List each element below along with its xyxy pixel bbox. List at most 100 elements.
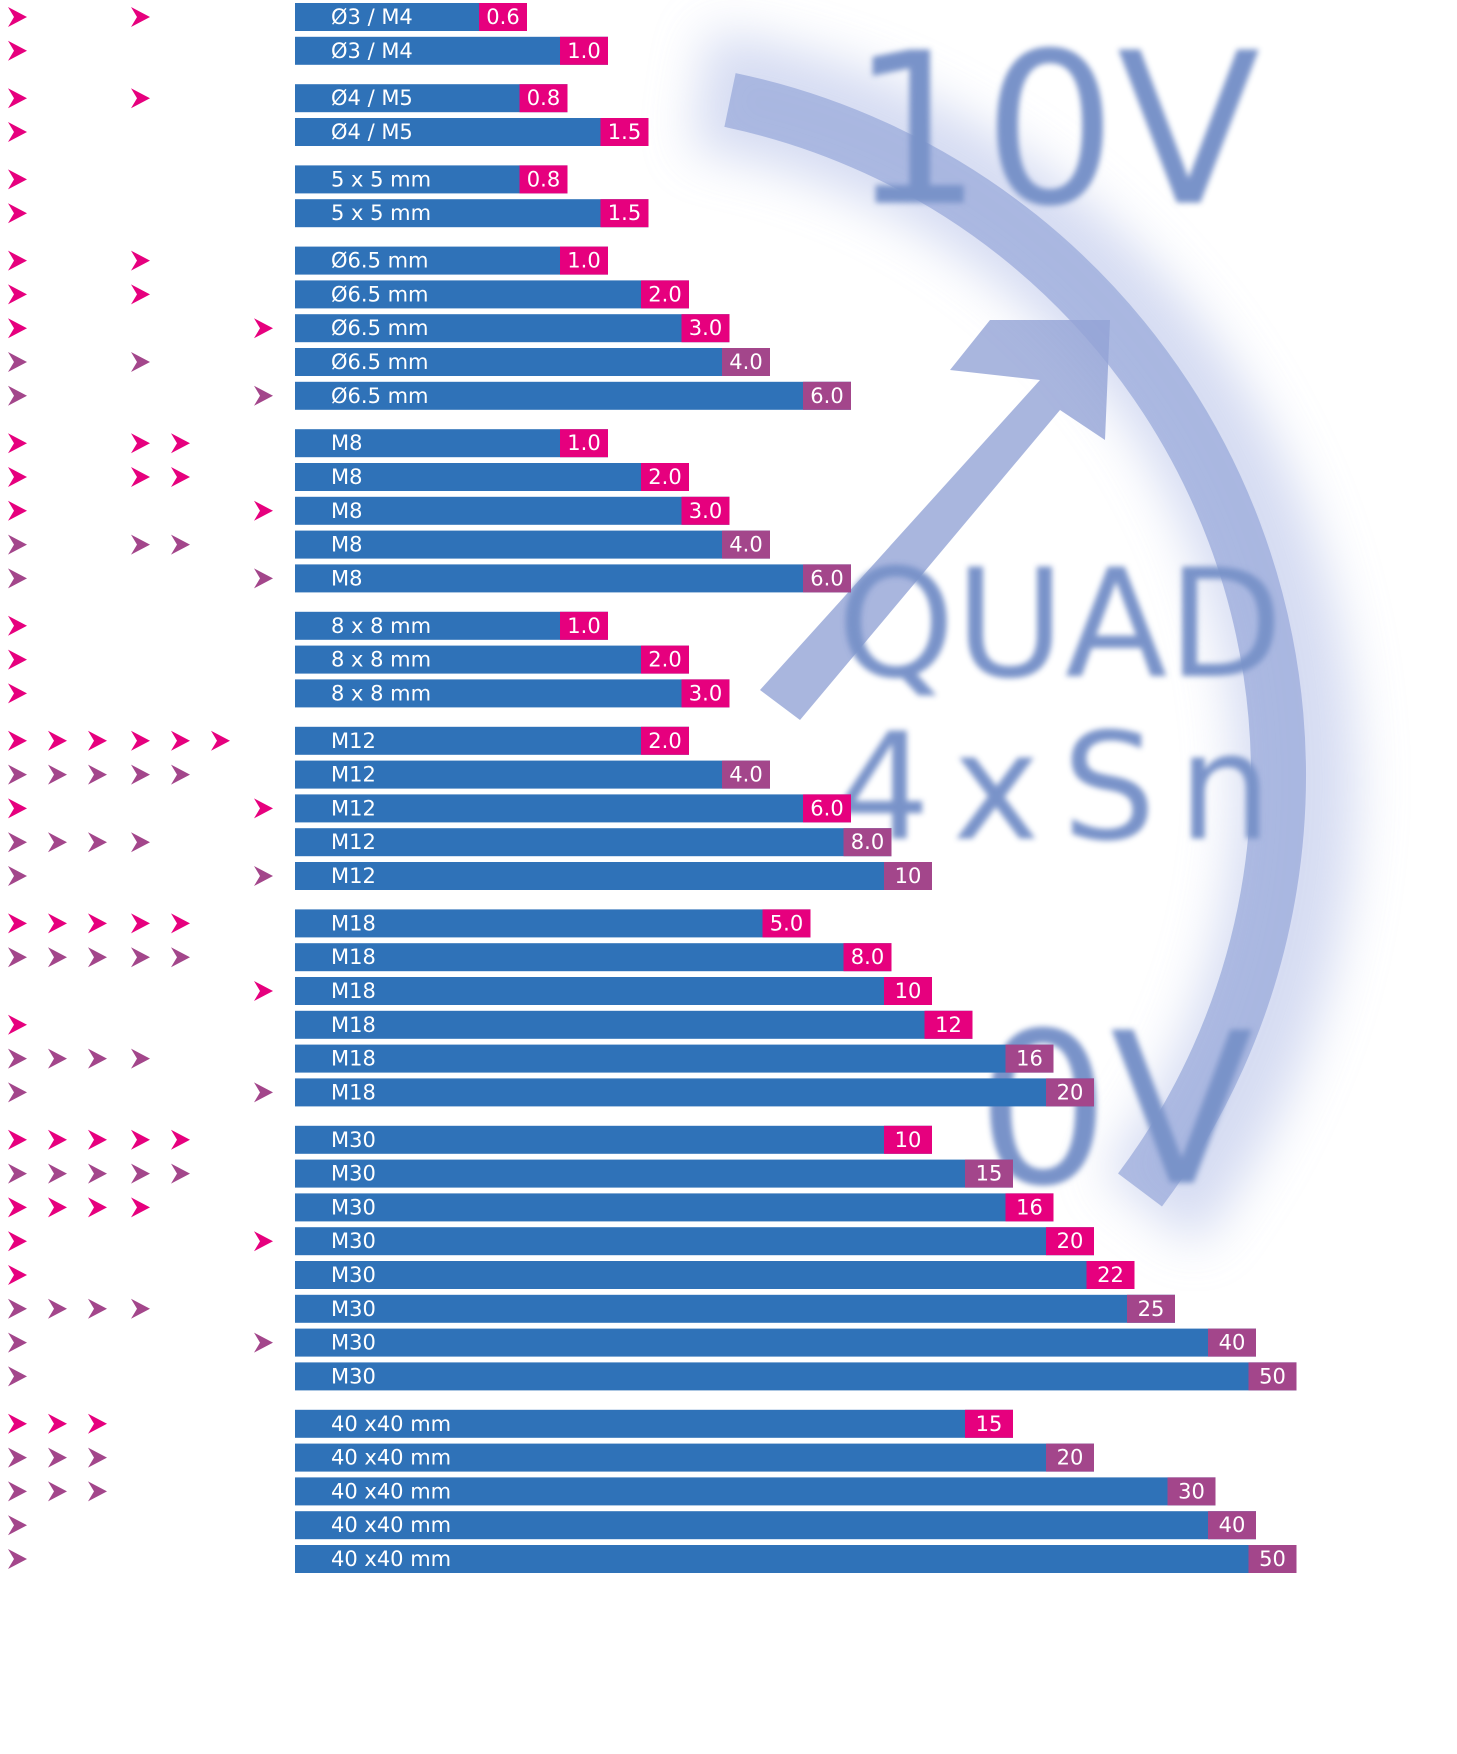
value-label: 0.6 xyxy=(486,5,519,29)
value-label: 10 xyxy=(895,864,922,888)
arrow-icon xyxy=(131,467,150,487)
arrow-icon xyxy=(8,683,27,703)
arrow-icon xyxy=(8,1197,27,1217)
value-label: 3.0 xyxy=(689,316,722,340)
row-label: M30 xyxy=(331,1297,376,1321)
arrow-icon xyxy=(48,765,67,785)
arrow-icon xyxy=(8,913,27,933)
arrow-icon xyxy=(8,284,27,304)
arrow-icon xyxy=(8,41,27,61)
value-label: 40 xyxy=(1219,1331,1246,1355)
value-label: 6.0 xyxy=(810,384,843,408)
value-label: 5.0 xyxy=(770,911,803,935)
row-label: M30 xyxy=(331,1331,376,1355)
watermark-text: 4xSn xyxy=(836,702,1294,874)
row-label: 5 x 5 mm xyxy=(331,201,431,225)
arrow-icon xyxy=(254,866,273,886)
row-label: 40 x40 mm xyxy=(331,1547,451,1571)
arrow-icon xyxy=(171,467,190,487)
value-label: 40 xyxy=(1219,1513,1246,1537)
value-label: 4.0 xyxy=(729,533,762,557)
arrow-icon xyxy=(48,1164,67,1184)
value-label: 50 xyxy=(1259,1547,1286,1571)
arrow-icon xyxy=(8,1015,27,1035)
row-label: M8 xyxy=(331,465,362,489)
arrow-icon xyxy=(131,1049,150,1069)
arrow-icon xyxy=(171,913,190,933)
row-label: M30 xyxy=(331,1263,376,1287)
arrow-icon xyxy=(88,1299,107,1319)
arrow-icon xyxy=(8,88,27,108)
value-label: 25 xyxy=(1138,1297,1165,1321)
row-label: M8 xyxy=(331,431,362,455)
value-label: 2.0 xyxy=(648,465,681,489)
arrow-icon xyxy=(131,947,150,967)
bar xyxy=(295,1193,1054,1221)
row-label: M12 xyxy=(331,864,376,888)
row-label: 8 x 8 mm xyxy=(331,614,431,638)
row-label: Ø6.5 mm xyxy=(331,249,429,273)
value-label: 3.0 xyxy=(689,681,722,705)
row-label: 8 x 8 mm xyxy=(331,681,431,705)
arrow-icon xyxy=(88,1481,107,1501)
arrow-icon xyxy=(254,798,273,818)
row-label: M18 xyxy=(331,911,376,935)
arrow-icon xyxy=(254,1231,273,1251)
bar xyxy=(295,1160,1013,1188)
arrow-icon xyxy=(131,765,150,785)
arrow-icon xyxy=(48,947,67,967)
value-label: 15 xyxy=(976,1162,1003,1186)
arrow-icon xyxy=(8,1333,27,1353)
arrow-icon xyxy=(131,913,150,933)
value-label: 1.5 xyxy=(608,201,641,225)
value-label: 30 xyxy=(1178,1479,1205,1503)
row-label: Ø6.5 mm xyxy=(331,350,429,374)
arrow-icon xyxy=(88,1049,107,1069)
value-label: 1.0 xyxy=(567,614,600,638)
arrow-icon xyxy=(254,386,273,406)
arrow-icon xyxy=(8,1448,27,1468)
row-label: 40 x40 mm xyxy=(331,1513,451,1537)
arrow-icon xyxy=(131,1130,150,1150)
arrow-icon xyxy=(171,535,190,555)
arrow-icon xyxy=(8,1164,27,1184)
arrow-icon xyxy=(8,731,27,751)
bar xyxy=(295,1362,1297,1390)
value-label: 10 xyxy=(895,979,922,1003)
arrow-icon xyxy=(88,1130,107,1150)
arrow-icon xyxy=(48,1130,67,1150)
bar xyxy=(295,1329,1256,1357)
row-label: M18 xyxy=(331,945,376,969)
row-label: M12 xyxy=(331,729,376,753)
value-label: 6.0 xyxy=(810,566,843,590)
arrow-icon xyxy=(131,284,150,304)
arrow-icon xyxy=(48,1448,67,1468)
value-label: 20 xyxy=(1057,1229,1084,1253)
row-label: M18 xyxy=(331,979,376,1003)
arrow-icon xyxy=(88,1448,107,1468)
arrow-icon xyxy=(8,1231,27,1251)
row-label: M30 xyxy=(331,1364,376,1388)
arrow-icon xyxy=(8,1299,27,1319)
value-label: 8.0 xyxy=(851,830,884,854)
arrow-icon xyxy=(8,1130,27,1150)
bar xyxy=(295,1011,973,1039)
watermark-text: QUAD xyxy=(837,538,1283,712)
row-label: M8 xyxy=(331,499,362,523)
row-label: M8 xyxy=(331,533,362,557)
bar xyxy=(295,1295,1175,1323)
value-label: 6.0 xyxy=(810,796,843,820)
arrow-icon xyxy=(8,1049,27,1069)
row-label: M30 xyxy=(331,1229,376,1253)
arrow-icon xyxy=(48,1197,67,1217)
value-label: 0.8 xyxy=(527,167,560,191)
value-label: 2.0 xyxy=(648,729,681,753)
arrow-icon xyxy=(131,832,150,852)
arrow-icon xyxy=(48,832,67,852)
row-label: 40 x40 mm xyxy=(331,1412,451,1436)
arrow-icon xyxy=(48,731,67,751)
row-label: M12 xyxy=(331,763,376,787)
value-label: 15 xyxy=(976,1412,1003,1436)
value-label: 10 xyxy=(895,1128,922,1152)
bar xyxy=(295,977,932,1005)
